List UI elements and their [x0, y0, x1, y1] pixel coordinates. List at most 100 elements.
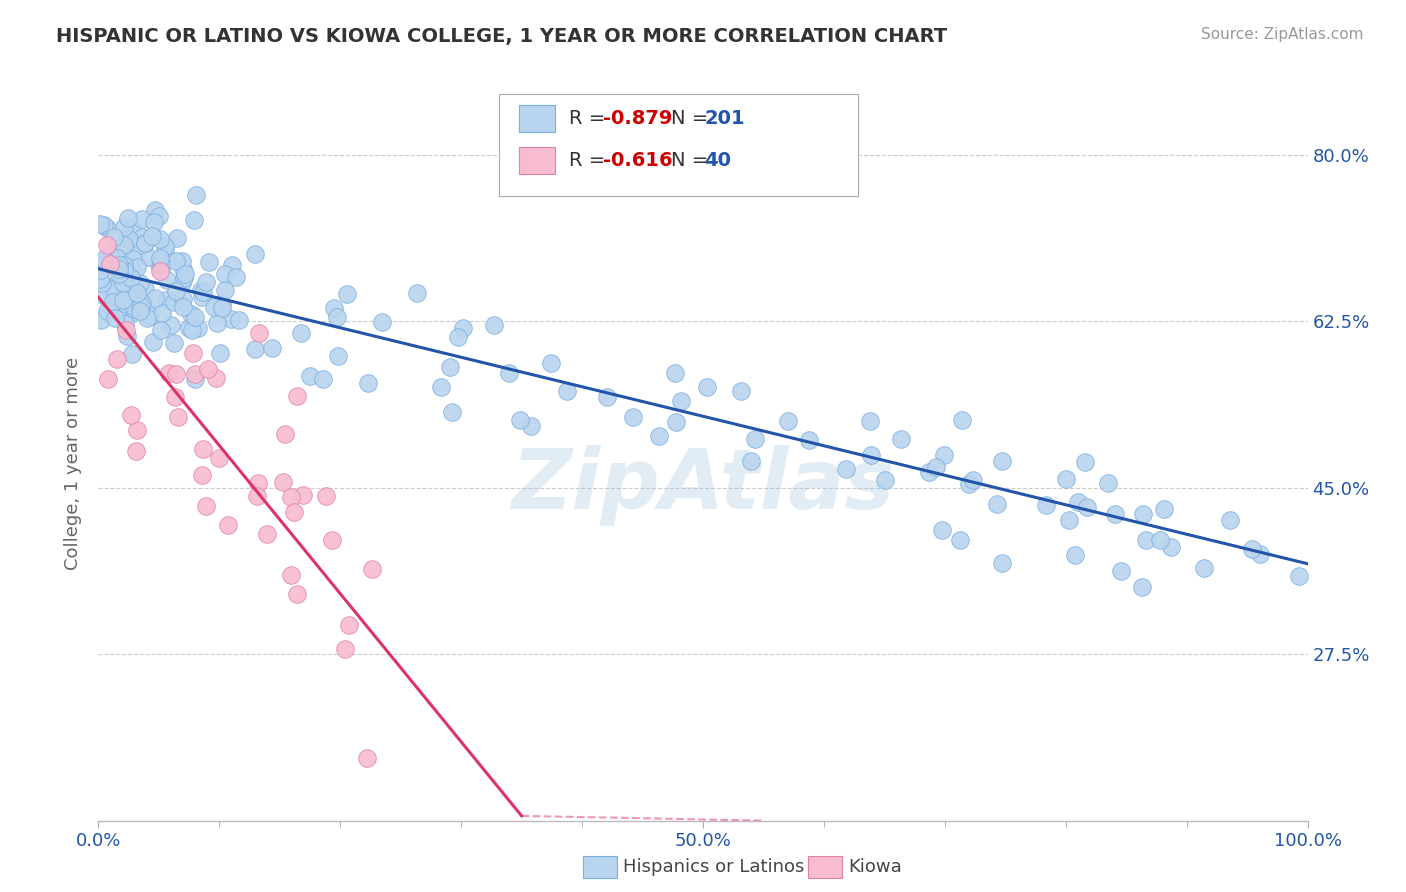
Point [190, 283, 212, 297]
Point [932, 448, 955, 462]
Point [127, 239, 149, 253]
Point [447, 330, 470, 344]
Point [1153, 502, 1175, 516]
Point [165, 284, 187, 298]
Point [197, 361, 219, 376]
Point [105, 251, 128, 265]
Point [129, 304, 152, 318]
Point [172, 254, 194, 268]
Point [166, 409, 188, 424]
Point [1135, 533, 1157, 548]
Point [115, 329, 138, 343]
Point [1035, 498, 1057, 512]
Point [211, 297, 233, 311]
Point [149, 232, 172, 246]
Point [520, 418, 543, 433]
Point [484, 318, 506, 332]
Point [1192, 561, 1215, 575]
Point [180, 307, 202, 321]
Point [89, 272, 111, 286]
Point [274, 427, 297, 442]
Point [103, 230, 125, 244]
Point [139, 309, 162, 323]
Point [326, 310, 349, 324]
Point [112, 262, 135, 277]
Point [873, 473, 896, 487]
Point [335, 641, 357, 656]
Point [990, 454, 1012, 468]
Point [246, 489, 269, 503]
Point [172, 300, 194, 314]
Point [93, 219, 115, 233]
Point [181, 345, 204, 359]
Point [1064, 549, 1087, 563]
Point [122, 252, 145, 267]
Point [555, 384, 578, 398]
Point [949, 533, 972, 547]
Point [103, 295, 125, 310]
Point [202, 300, 225, 314]
Point [430, 380, 453, 394]
Point [105, 352, 128, 367]
Point [183, 213, 205, 227]
Point [540, 356, 562, 370]
Text: R =: R = [569, 151, 612, 170]
Point [1132, 508, 1154, 522]
Point [141, 229, 163, 244]
Point [245, 342, 267, 356]
Point [962, 474, 984, 488]
Point [103, 295, 125, 310]
Point [623, 409, 645, 424]
Point [124, 289, 146, 303]
Point [89, 217, 111, 231]
Point [665, 415, 688, 429]
Point [256, 527, 278, 541]
Point [990, 556, 1012, 570]
Point [120, 270, 142, 285]
Point [925, 459, 948, 474]
Point [125, 444, 148, 458]
Point [247, 326, 270, 341]
Point [195, 276, 218, 290]
Point [93, 252, 115, 267]
Point [859, 448, 882, 462]
Point [124, 276, 146, 290]
Point [98, 257, 121, 271]
Point [89, 256, 111, 270]
Point [730, 384, 752, 399]
Point [103, 279, 125, 293]
Point [89, 271, 111, 285]
Point [1109, 564, 1132, 578]
Point [115, 262, 138, 277]
Point [451, 320, 474, 334]
Point [298, 369, 321, 384]
Point [326, 349, 349, 363]
Point [108, 258, 131, 272]
Point [986, 497, 1008, 511]
Point [131, 296, 153, 310]
Point [143, 291, 166, 305]
Point [104, 310, 127, 325]
Point [134, 283, 156, 297]
Point [931, 524, 953, 538]
Point [260, 341, 283, 355]
Point [114, 219, 136, 234]
Point [103, 252, 125, 267]
Point [280, 567, 302, 582]
Point [105, 251, 128, 265]
Point [509, 413, 531, 427]
Point [121, 261, 143, 276]
Y-axis label: College, 1 year or more: College, 1 year or more [63, 358, 82, 570]
Point [150, 323, 173, 337]
Point [108, 261, 131, 276]
Point [214, 267, 236, 281]
Text: HISPANIC OR LATINO VS KIOWA COLLEGE, 1 YEAR OR MORE CORRELATION CHART: HISPANIC OR LATINO VS KIOWA COLLEGE, 1 Y… [56, 27, 948, 45]
Point [117, 211, 139, 225]
Point [950, 413, 973, 427]
Point [797, 434, 820, 448]
Point [142, 215, 165, 229]
Point [1288, 568, 1310, 582]
Point [121, 220, 143, 235]
Point [107, 248, 129, 262]
Text: N =: N = [671, 109, 714, 128]
